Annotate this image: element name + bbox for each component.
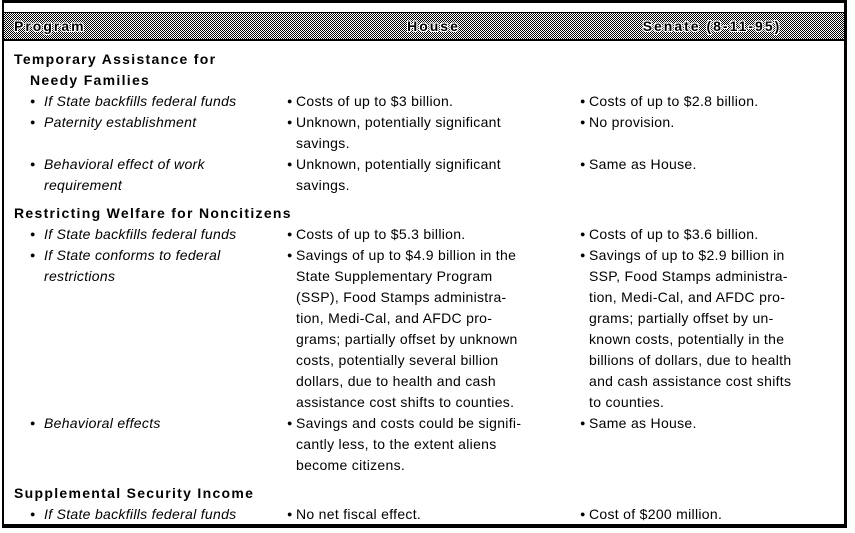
table-row-senate-cell: ● No provision. xyxy=(580,112,844,154)
house-text: Costs of up to $3 billion. xyxy=(296,93,454,109)
senate-text: Cost of $200 million. xyxy=(589,506,723,522)
table-row-house-cell: ● Savings and costs could be signifi- can… xyxy=(287,413,580,476)
table-row-program-cell: ● If State backfills federal funds xyxy=(14,224,287,245)
table-row-house-cell: ● Savings of up to $4.9 billion in the St… xyxy=(287,245,580,413)
senate-text: Same as House. xyxy=(589,415,697,431)
bullet-icon: ● xyxy=(30,117,36,127)
bullet-icon: ● xyxy=(287,418,293,428)
program-text: If State backfills federal funds xyxy=(44,93,237,109)
bullet-icon: ● xyxy=(580,117,586,127)
senate-text: No provision. xyxy=(589,114,675,130)
table-row-program-cell: ● Behavioral effects xyxy=(14,413,287,476)
bullet-icon: ● xyxy=(580,250,586,260)
table-row-house-cell: ● Unknown, potentially significant saving… xyxy=(287,112,580,154)
program-text: Behavioral effect of work requirement xyxy=(44,156,205,193)
bullet-icon: ● xyxy=(30,96,36,106)
bullet-icon: ● xyxy=(580,96,586,106)
bullet-icon: ● xyxy=(287,159,293,169)
table-body: Temporary Assistance for Needy Families ● I… xyxy=(4,41,844,525)
senate-text: Same as House. xyxy=(589,156,697,172)
table-row-senate-cell: ● Savings of up to $2.9 billion in SSP, F… xyxy=(580,245,844,413)
bullet-icon: ● xyxy=(580,229,586,239)
table-row-program-cell: ● If State backfills federal funds xyxy=(14,91,287,112)
section-title: Supplemental Security Income xyxy=(14,483,844,504)
house-text: Unknown, potentially significant savings… xyxy=(296,114,501,151)
table-row-senate-cell: ● Same as House. xyxy=(580,154,844,196)
table-row-senate-cell: ● Cost of $200 million. xyxy=(580,504,844,525)
house-text: No net fiscal effect. xyxy=(296,506,422,522)
table-row-program-cell: ● If State backfills federal funds xyxy=(14,504,287,525)
section-title-line: Needy Families xyxy=(30,72,151,88)
table-row-house-cell: ● No net fiscal effect. xyxy=(287,504,580,525)
house-text: Unknown, potentially significant savings… xyxy=(296,156,501,193)
table-row-senate-cell: ● Costs of up to $2.8 billion. xyxy=(580,91,844,112)
bullet-icon: ● xyxy=(30,229,36,239)
table-row-house-cell: ● Costs of up to $3 billion. xyxy=(287,91,580,112)
bullet-icon: ● xyxy=(287,250,293,260)
senate-text: Costs of up to $3.6 billion. xyxy=(589,226,759,242)
program-text: If State backfills federal funds xyxy=(44,226,237,242)
bullet-icon: ● xyxy=(580,509,586,519)
bullet-icon: ● xyxy=(30,250,36,260)
section-title-line: Temporary Assistance for xyxy=(14,51,217,67)
section-title-line: Restricting Welfare for Noncitizens xyxy=(14,205,292,221)
senate-text: Costs of up to $2.8 billion. xyxy=(589,93,759,109)
table-row-program-cell: ● Behavioral effect of work requirement xyxy=(14,154,287,196)
bullet-icon: ● xyxy=(287,509,293,519)
bullet-icon: ● xyxy=(287,96,293,106)
program-text: If State conforms to federal restriction… xyxy=(44,247,221,284)
table-row-program-cell: ● If State conforms to federal restrictio… xyxy=(14,245,287,413)
bullet-icon: ● xyxy=(287,229,293,239)
senate-text: Savings of up to $2.9 billion in SSP, Fo… xyxy=(589,247,792,410)
house-text: Savings and costs could be signifi- cant… xyxy=(296,415,522,473)
program-text: If State backfills federal funds xyxy=(44,506,237,522)
table-row-program-cell: ● Paternity establishment xyxy=(14,112,287,154)
comparison-table: Program House Senate (8-11-95) Temporary… xyxy=(2,0,847,528)
bullet-icon: ● xyxy=(580,159,586,169)
column-header-program: Program xyxy=(14,17,86,34)
section-title: Temporary Assistance for Needy Families xyxy=(14,49,844,91)
bullet-icon: ● xyxy=(30,159,36,169)
house-text: Costs of up to $5.3 billion. xyxy=(296,226,466,242)
table-header-row: Program House Senate (8-11-95) xyxy=(4,12,844,41)
program-text: Paternity establishment xyxy=(44,114,197,130)
bullet-icon: ● xyxy=(30,418,36,428)
table-row-house-cell: ● Unknown, potentially significant saving… xyxy=(287,154,580,196)
bullet-icon: ● xyxy=(30,509,36,519)
column-header-senate: Senate (8-11-95) xyxy=(642,17,782,34)
house-text: Savings of up to $4.9 billion in the Sta… xyxy=(296,247,518,410)
bullet-icon: ● xyxy=(287,117,293,127)
section-title: Restricting Welfare for Noncitizens xyxy=(14,203,844,224)
table-row-senate-cell: ● Same as House. xyxy=(580,413,844,476)
program-text: Behavioral effects xyxy=(44,415,161,431)
table-row-senate-cell: ● Costs of up to $3.6 billion. xyxy=(580,224,844,245)
bullet-icon: ● xyxy=(580,418,586,428)
column-header-house: House xyxy=(407,17,460,34)
section-title-line: Supplemental Security Income xyxy=(14,485,255,501)
table-row-house-cell: ● Costs of up to $5.3 billion. xyxy=(287,224,580,245)
